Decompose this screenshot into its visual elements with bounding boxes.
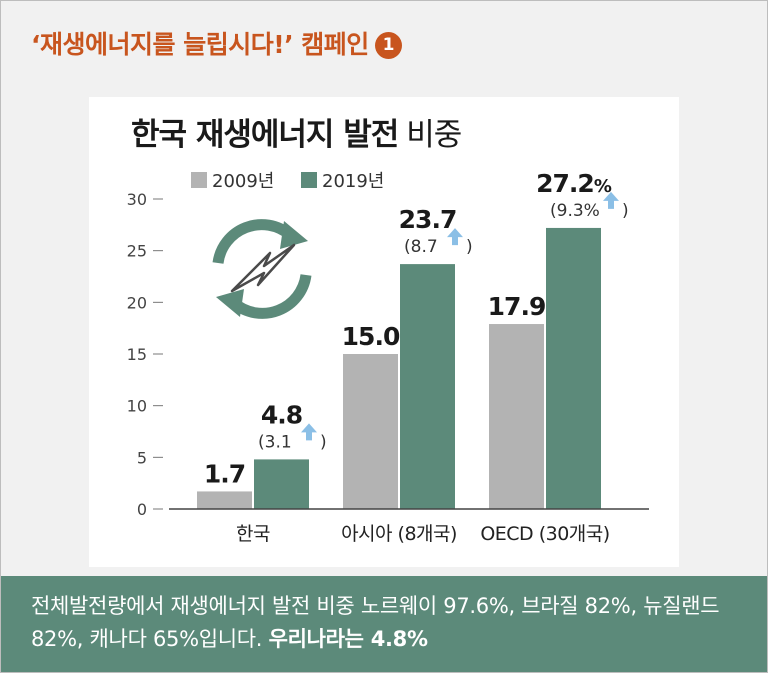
up-arrow-icon	[603, 191, 619, 209]
bar-2019	[546, 227, 601, 509]
legend-swatch-2009	[191, 172, 207, 188]
header: ‘재생에너지를 늘립시다!’ 캠페인 1	[1, 1, 767, 79]
y-axis: 0 5 10 15 20 25 30	[127, 190, 163, 519]
legend-swatch-2019	[301, 172, 317, 188]
y-tick-label: 20	[127, 293, 147, 312]
up-arrow-icon	[447, 228, 463, 246]
footer-text: 전체발전량에서 재생에너지 발전 비중 노르웨이 97.6%, 브라질 82%,…	[31, 594, 720, 651]
data-labels: 1.7 4.8 (3.1) 15.0 23.7 (8.7) 17.9 27.2% (9.3%)	[204, 169, 629, 488]
x-tick-label: 한국	[236, 523, 270, 545]
y-tick-label: 0	[137, 500, 147, 519]
footer-caption: 전체발전량에서 재생에너지 발전 비중 노르웨이 97.6%, 브라질 82%,…	[31, 590, 751, 656]
x-axis: 한국 아시아 (8개국) OECD (30개국)	[169, 508, 649, 545]
legend: 2009년 2019년	[191, 171, 384, 192]
bar-2009	[489, 324, 544, 509]
bar-2019	[254, 459, 309, 509]
increase-label: (3.1	[258, 432, 292, 452]
increase-label: (8.7	[404, 237, 438, 257]
chart-title-light: 비중	[406, 117, 461, 153]
recycle-energy-icon	[212, 219, 312, 319]
value-label-2009: 15.0	[342, 322, 400, 351]
increase-label: (9.3%	[550, 201, 600, 221]
bar-2009	[197, 491, 252, 509]
increase-label-close: )	[320, 432, 327, 452]
y-tick-label: 30	[127, 190, 147, 209]
step-badge: 1	[374, 32, 402, 59]
bar-2009	[343, 354, 398, 509]
chart-title: 한국 재생에너지 발전 비중	[131, 117, 461, 153]
chart-title-bold: 한국 재생에너지 발전	[131, 117, 398, 153]
increase-label-close: )	[466, 237, 473, 257]
value-label-2009: 1.7	[204, 459, 245, 488]
value-label-2009: 17.9	[488, 292, 546, 321]
value-label-2019: 4.8	[261, 400, 302, 429]
up-arrow-icon	[301, 423, 317, 441]
footer-highlight: 우리나라는 4.8%	[268, 627, 428, 651]
campaign-title: ‘재생에너지를 늘립시다!’ 캠페인 1	[31, 25, 402, 61]
bar-chart: 한국 재생에너지 발전 비중 2009년 2019년 0 5 10 15 20 25 30 1…	[127, 117, 649, 545]
y-tick-label: 10	[127, 397, 147, 416]
bars	[197, 227, 601, 509]
y-tick-label: 15	[127, 345, 147, 364]
increase-label-close: )	[622, 201, 629, 221]
legend-label-2019: 2019년	[322, 171, 384, 192]
value-label-2019: 27.2%	[536, 169, 612, 198]
value-label-2019: 23.7	[399, 205, 457, 234]
campaign-title-text: ‘재생에너지를 늘립시다!’ 캠페인	[31, 30, 369, 59]
y-tick-label: 5	[137, 448, 147, 467]
x-tick-label: 아시아 (8개국)	[341, 523, 457, 545]
footer-banner: 전체발전량에서 재생에너지 발전 비중 노르웨이 97.6%, 브라질 82%,…	[1, 576, 767, 672]
legend-label-2009: 2009년	[212, 171, 274, 192]
chart-panel: 한국 재생에너지 발전 비중 2009년 2019년 0 5 10 15 20 25 30 1…	[89, 97, 679, 567]
bar-2019	[400, 264, 455, 509]
y-tick-label: 25	[127, 242, 147, 261]
x-tick-label: OECD (30개국)	[480, 523, 609, 545]
